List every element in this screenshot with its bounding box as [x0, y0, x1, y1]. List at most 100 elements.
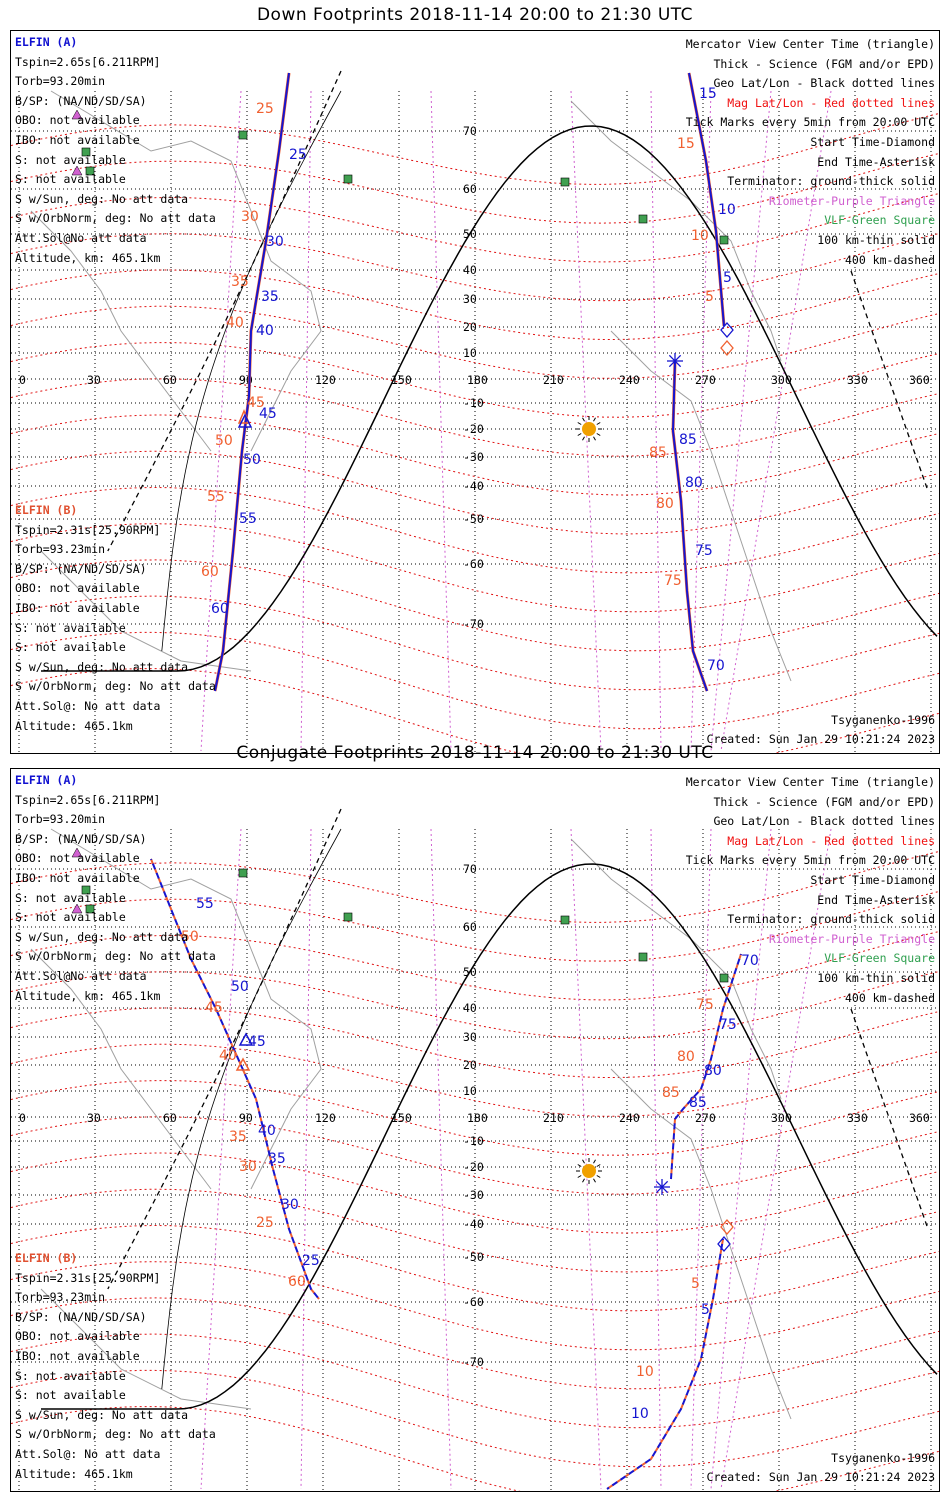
- created-label: Created: Sun Jan 29 10:21:24 2023: [706, 732, 935, 747]
- lon-tick-label: 150: [391, 1111, 412, 1125]
- mag-lat-line: [11, 1297, 939, 1390]
- sat-a-line: Torb=93.20min: [15, 812, 106, 827]
- mag-lat-line: [11, 1007, 939, 1078]
- track-a-label: 25: [289, 147, 307, 163]
- sat-a-line: S w/Sun, deg: No att data: [15, 191, 189, 206]
- sun-ray: [577, 422, 582, 425]
- track-b-label: 10: [636, 1364, 654, 1380]
- terminator-400km-line: [850, 270, 929, 492]
- track-b-label: 25: [256, 101, 274, 117]
- mag-lat-line: [11, 631, 939, 730]
- track-b-label: 55: [207, 489, 225, 505]
- mag-lat-line: [11, 342, 939, 418]
- sat-a-line: B/SP: (NA/ND/SD/SA): [15, 93, 147, 108]
- sat-a-line: S: not available: [15, 890, 126, 905]
- sat-a-line: IBO: not available: [15, 132, 140, 147]
- sat-b-line: S w/Sun, deg: No att data: [15, 1407, 189, 1422]
- track-a-label: 75: [695, 543, 713, 559]
- sun-ray: [596, 1175, 601, 1178]
- lat-tick-label: -30: [463, 1188, 484, 1202]
- mag-lat-line: [11, 153, 939, 224]
- conjugate-footprints-map: 0 30 60 90 120 150 180 210 240 270 300 330 360 70 60 50…: [11, 808, 939, 1491]
- lat-tick-label: -30: [463, 450, 484, 464]
- mag-lon-line: [690, 90, 712, 752]
- lon-tick-label: 120: [315, 1111, 336, 1125]
- legend-end: End Time-Asterisk: [817, 892, 935, 907]
- mag-lat-line: [11, 1080, 939, 1156]
- lon-tick-label: 210: [543, 373, 564, 387]
- lat-tick-label: -50: [463, 512, 484, 526]
- lon-tick-label: 120: [315, 373, 336, 387]
- sat-b-line: S: not available: [15, 640, 126, 655]
- sat-a-name: ELFIN (A): [15, 773, 78, 787]
- sun-ray: [593, 1178, 596, 1183]
- lat-tick-label: -60: [463, 557, 484, 571]
- end-asterisk: [668, 354, 682, 368]
- vlf-station-square: [638, 952, 648, 962]
- sat-b-line: Torb=93.23min: [15, 1290, 106, 1305]
- track-a-label: 85: [689, 1095, 707, 1111]
- track-a-label: 60: [211, 601, 229, 617]
- legend-geo: Geo Lat/Lon - Black dotted lines: [713, 76, 935, 91]
- legend-400km: 400 km-dashed: [844, 990, 935, 1005]
- track-b-label: 5: [705, 289, 714, 305]
- riometer-triangle: [71, 165, 83, 176]
- mag-lat-line: [11, 891, 939, 962]
- lat-tick-label: 10: [463, 1084, 477, 1098]
- mag-lat-line: [11, 1333, 939, 1429]
- track-a-label: 40: [256, 323, 274, 339]
- sat-b-line: IBO: not available: [15, 600, 140, 615]
- legend-mag: Mag Lat/Lon - Red dotted lines: [727, 95, 935, 110]
- lon-tick-label: 360: [909, 1111, 930, 1125]
- lon-tick-label: 270: [695, 373, 716, 387]
- track-a-label: 45: [248, 1034, 266, 1050]
- sat-a-name: ELFIN (A): [15, 35, 78, 49]
- sat-b-line: B/SP: (NA/ND/SD/SA): [15, 561, 147, 576]
- lat-tick-label: 70: [463, 862, 477, 876]
- coastline: [30, 210, 212, 452]
- track-a-label: 70: [741, 953, 759, 969]
- mag-lon-line: [720, 828, 832, 1490]
- lon-tick-label: 240: [619, 1111, 640, 1125]
- legend-terminator: Terminator: ground-thick solid: [727, 912, 935, 927]
- coastline: [30, 948, 212, 1190]
- mag-lon-line: [300, 828, 312, 1490]
- center-time-triangle-b: [235, 1057, 251, 1071]
- mag-lon-line: [430, 90, 452, 752]
- start-diamond-b: [720, 1219, 734, 1235]
- sun-ray: [596, 433, 601, 436]
- lat-tick-label: -60: [463, 1295, 484, 1309]
- mag-lat-line: [11, 378, 939, 457]
- legend-riometer: Riometer-Purple Triangle: [768, 931, 935, 946]
- track-a-label: 30: [281, 1197, 299, 1213]
- sat-b-line: Tspin=2.31s[25.90RPM]: [15, 1270, 161, 1285]
- sat-b-line: Altitude: 465.1km: [15, 1466, 133, 1481]
- legend-end: End Time-Asterisk: [817, 154, 935, 169]
- mag-lon-line: [690, 828, 712, 1490]
- track-a-label: 50: [231, 979, 249, 995]
- sat-a-track: [150, 858, 320, 1300]
- lat-tick-label: 30: [463, 1030, 477, 1044]
- vlf-station-square: [343, 912, 353, 922]
- mag-lat-line: [11, 414, 939, 496]
- lat-tick-label: 50: [463, 965, 477, 979]
- lon-tick-label: 360: [909, 373, 930, 387]
- legend-vlf: VLF-Green Square: [824, 213, 935, 228]
- legend-400km: 400 km-dashed: [844, 252, 935, 267]
- sun-ray: [593, 417, 596, 422]
- mag-lon-line: [650, 828, 662, 1490]
- legend-start: Start Time-Diamond: [810, 134, 935, 149]
- mag-lon-line: [720, 90, 832, 752]
- sat-b-line: Att.Sol@: No att data: [15, 698, 161, 713]
- sat-b-line: IBO: not available: [15, 1348, 140, 1363]
- track-b-label: 40: [226, 315, 244, 331]
- footer-right-2: Tsyganenko-1996 Created: Sun Jan 29 10:2…: [707, 1449, 935, 1488]
- lat-tick-label: 60: [463, 920, 477, 934]
- end-asterisk: [655, 1180, 669, 1194]
- lon-tick-label: 330: [847, 373, 868, 387]
- sat-b-line: S w/Sun, deg: No att data: [15, 659, 189, 674]
- start-diamond-b: [720, 340, 734, 356]
- sat-a-line: Tspin=2.65s[6.211RPM]: [15, 54, 161, 69]
- riometer-triangle: [71, 109, 83, 120]
- riometer-triangle: [71, 847, 83, 858]
